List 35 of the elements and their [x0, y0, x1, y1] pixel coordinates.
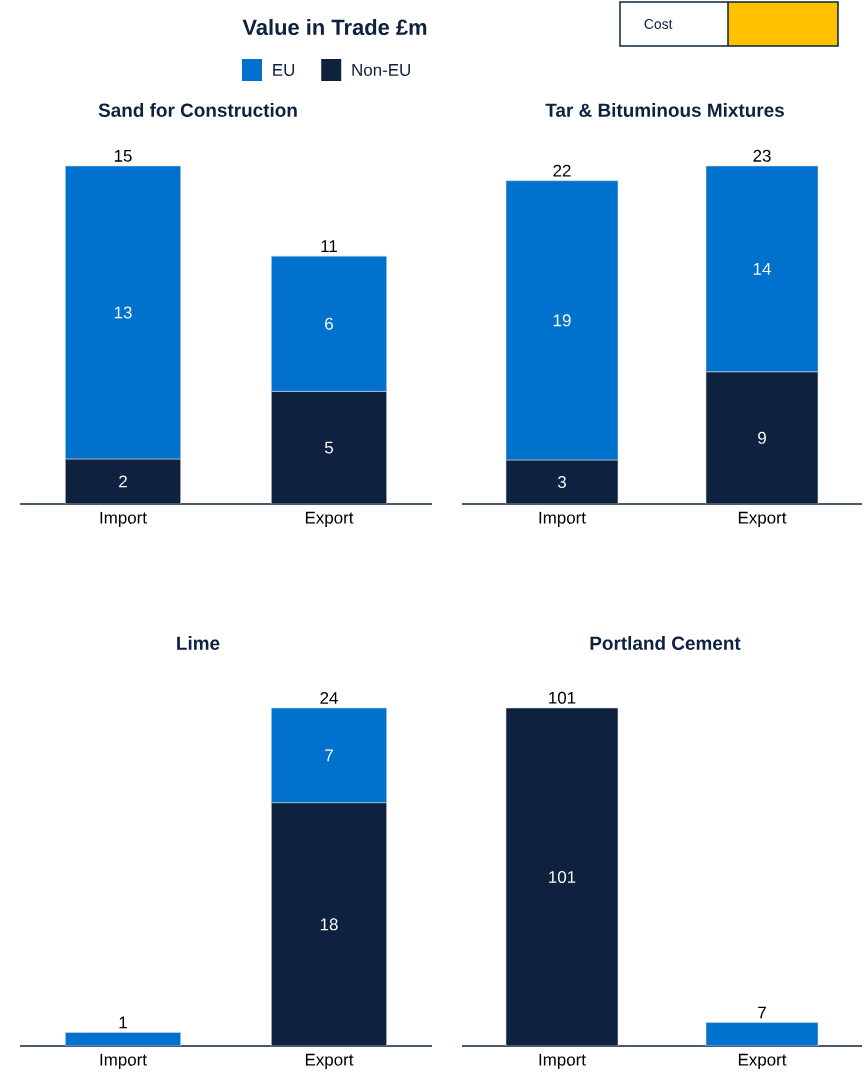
data-label: 7 [325, 749, 333, 762]
data-label: 18 [320, 918, 338, 931]
x-tick-label: Import [100, 1053, 147, 1069]
total-label: 101 [549, 691, 576, 704]
x-tick-label: Export [305, 511, 354, 528]
chart-title: Tar & Bituminous Mixtures [545, 103, 784, 117]
data-label: 19 [553, 314, 571, 327]
data-label: 101 [549, 870, 576, 883]
data-label: 6 [325, 317, 333, 330]
x-tick-label: Import [100, 511, 147, 528]
chart-title: Lime [177, 636, 220, 650]
x-tick-label: Export [305, 1053, 354, 1069]
legend-label: Non-EU [352, 64, 410, 76]
total-label: 15 [114, 149, 132, 162]
chart-title: Portland Cement [590, 636, 741, 650]
data-label: 9 [758, 431, 766, 444]
data-label: 3 [557, 475, 566, 488]
legend-label: EU [273, 64, 295, 76]
text: Cost [644, 19, 673, 29]
total-label: 23 [753, 149, 771, 162]
text: Value in Trade £m [242, 18, 427, 36]
total-label: 11 [321, 240, 337, 252]
x-tick-label: Export [738, 511, 787, 528]
data-label: 2 [119, 475, 127, 488]
total-label: 22 [553, 164, 571, 177]
x-tick-label: Import [539, 511, 586, 528]
data-label: 14 [753, 263, 771, 275]
data-label: 5 [324, 441, 333, 454]
x-tick-label: Export [738, 1053, 787, 1069]
x-tick-label: Import [539, 1053, 586, 1069]
chart-title: Sand for Construction [98, 103, 297, 117]
total-label: 1 [119, 1016, 127, 1029]
data-label: 13 [114, 306, 132, 319]
total-label: 7 [758, 1006, 766, 1019]
total-label: 24 [320, 691, 338, 704]
